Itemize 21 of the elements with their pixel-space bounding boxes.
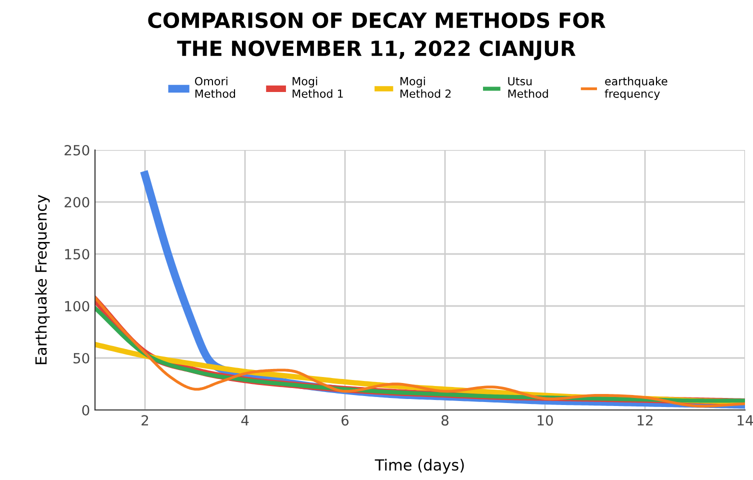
x-tick-label: 12	[638, 415, 652, 426]
x-tick-label: 14	[738, 415, 753, 426]
y-tick-label: 150	[65, 248, 90, 260]
x-tick-label: 4	[241, 415, 249, 426]
x-tick-label: 2	[142, 415, 148, 426]
x-tick-label: 8	[442, 415, 448, 426]
y-tick-label: 100	[65, 300, 90, 312]
y-axis-title: Earthquake Frequency	[34, 194, 50, 364]
legend-label: Utsu Method	[508, 77, 548, 98]
x-tick-label: 6	[342, 415, 349, 426]
x-tick-label: 10	[538, 415, 553, 426]
legend-label: Omori Method	[194, 76, 236, 98]
y-tick-label: 0	[82, 404, 90, 416]
chart-title: COMPARISON OF DECAY METHODS FOR THE NOVEMBER 11, 2022 CIANJUR	[148, 12, 606, 60]
legend-label: Mogi Method 1	[292, 76, 343, 98]
x-axis-title: Time (days)	[374, 458, 464, 474]
legend-label: earthquake frequency	[604, 76, 668, 100]
y-tick-label: 50	[74, 352, 90, 364]
legend-label: Mogi Method 2	[400, 76, 451, 98]
y-tick-label: 250	[64, 144, 90, 156]
y-tick-label: 200	[64, 196, 90, 208]
